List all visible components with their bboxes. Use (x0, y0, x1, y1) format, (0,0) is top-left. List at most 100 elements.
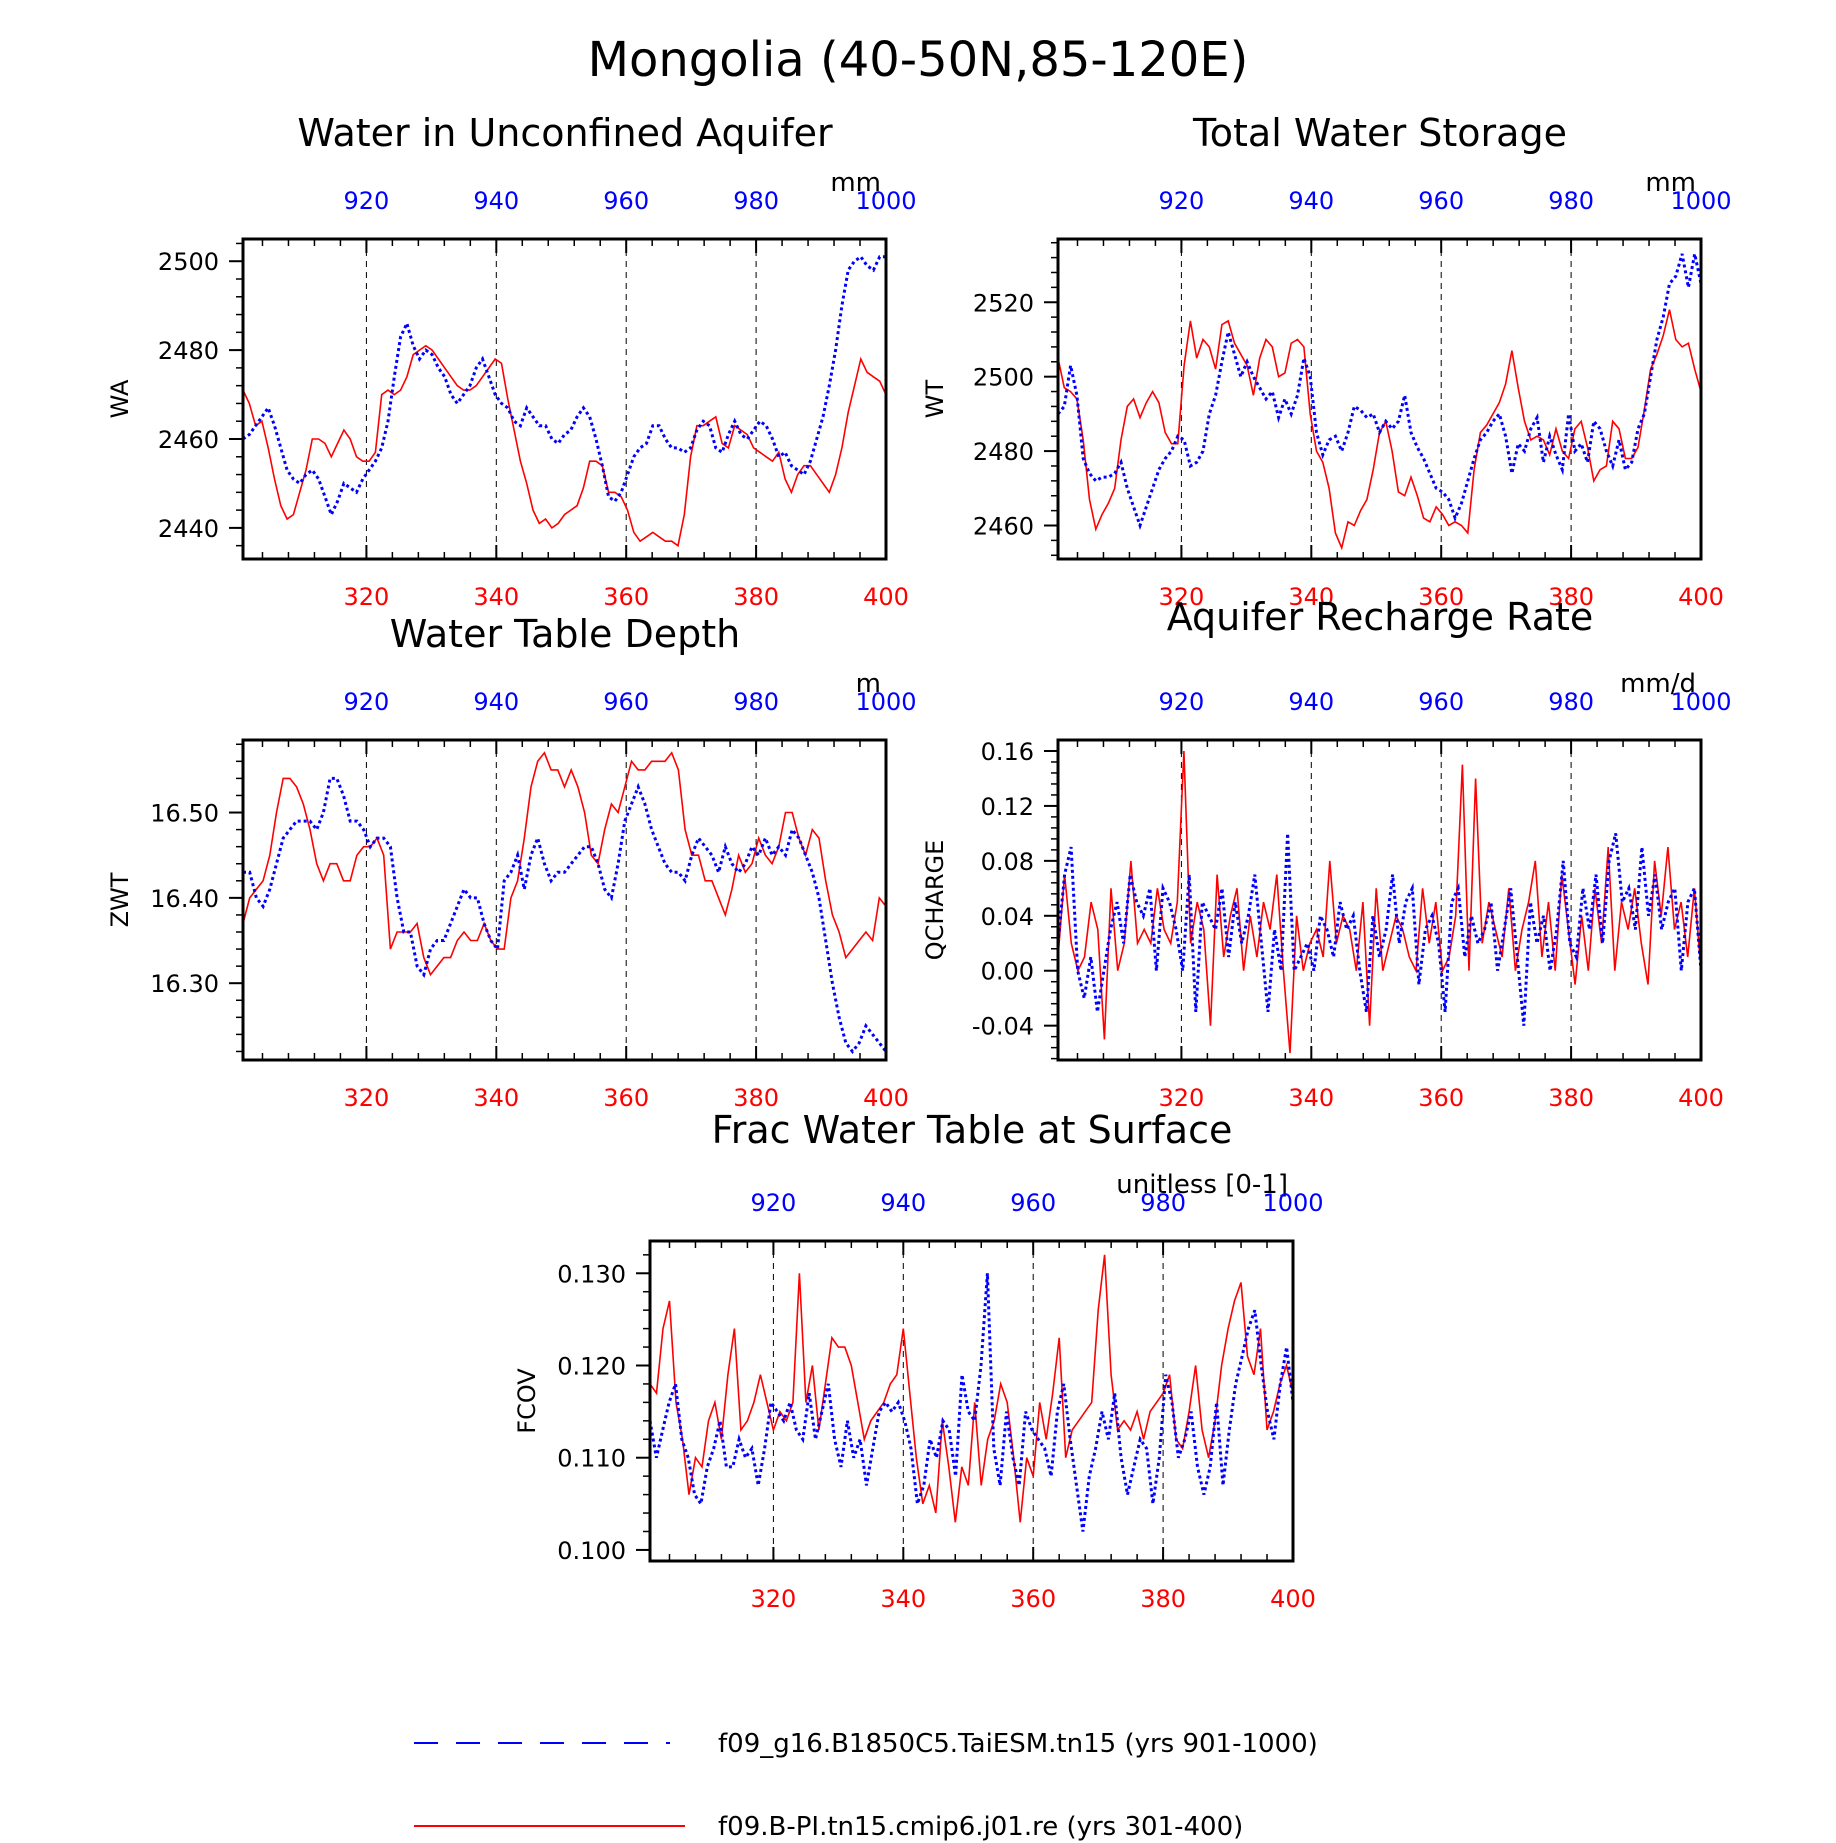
plot-frame (1056, 738, 1703, 1062)
x-tick-label-top: 940 (1288, 688, 1334, 716)
x-tick-label-top: 980 (1548, 187, 1594, 215)
series-line-blue (1056, 253, 1703, 531)
x-tick-label-bottom: 340 (473, 1084, 519, 1112)
y-tick-label: 16.30 (150, 970, 219, 998)
series-line-red (1057, 750, 1702, 1054)
y-axis-label: ZWT (106, 872, 134, 927)
x-tick-label-bottom: 320 (343, 1084, 389, 1112)
legend-label-blue: f09_g16.B1850C5.TaiESM.tn15 (yrs 901-100… (718, 1729, 1318, 1759)
series-line-blue (648, 1273, 1295, 1532)
x-tick-label-bottom: 400 (1678, 583, 1724, 611)
y-tick-label: 2460 (158, 426, 219, 454)
x-tick-label-bottom: 360 (1418, 583, 1464, 611)
x-tick-label-bottom: 320 (1158, 583, 1204, 611)
x-tick-label-top: 960 (1418, 187, 1464, 215)
x-tick-label-top: 920 (1158, 187, 1204, 215)
legend: f09_g16.B1850C5.TaiESM.tn15 (yrs 901-100… (414, 1729, 1318, 1842)
x-tick-label-top: 920 (750, 1189, 796, 1217)
x-tick-label-top: 920 (1158, 688, 1204, 716)
chart-panel-1: Water in Unconfined Aquifer mm WA 320 340 360… (106, 111, 917, 611)
panel-title: Total Water Storage (1192, 111, 1567, 155)
x-tick-label-top: 960 (1010, 1189, 1056, 1217)
chart-panel-5: Frac Water Table at Surface unitless [0-1… (513, 1108, 1324, 1613)
y-tick-label: 0.110 (557, 1445, 626, 1473)
x-tick-label-top: 1000 (1670, 187, 1731, 215)
x-tick-label-bottom: 360 (1010, 1585, 1056, 1613)
y-tick-label: 0.16 (981, 738, 1034, 766)
units-label: unitless [0-1] (1116, 1170, 1288, 1200)
x-tick-label-bottom: 400 (863, 1084, 909, 1112)
y-tick-label: 2520 (973, 289, 1034, 317)
y-axis-label: WT (921, 379, 949, 418)
y-tick-label: 0.130 (557, 1260, 626, 1288)
x-tick-label-top: 1000 (855, 688, 916, 716)
x-tick-label-bottom: 380 (733, 583, 779, 611)
x-tick-label-bottom: 360 (1418, 1084, 1464, 1112)
y-tick-label: 2500 (973, 364, 1034, 392)
y-tick-label: 16.40 (150, 885, 219, 913)
y-tick-label: 2460 (973, 513, 1034, 541)
y-tick-label: -0.04 (972, 1013, 1034, 1041)
y-axis-label: QCHARGE (921, 840, 949, 961)
x-tick-label-top: 980 (733, 187, 779, 215)
y-tick-label: 0.120 (557, 1352, 626, 1380)
x-tick-label-top: 960 (1418, 688, 1464, 716)
x-tick-label-top: 920 (343, 187, 389, 215)
chart-panel-3: Water Table Depth m ZWT 320 340 360 380 400 920 9… (106, 612, 917, 1112)
series-line-blue (1056, 833, 1703, 1026)
y-tick-label: 0.04 (981, 903, 1034, 931)
x-tick-label-top: 960 (603, 187, 649, 215)
x-tick-label-bottom: 380 (1548, 1084, 1594, 1112)
y-tick-label: 0.100 (557, 1537, 626, 1565)
x-tick-label-bottom: 380 (733, 1084, 779, 1112)
panel-title: Water in Unconfined Aquifer (297, 111, 833, 155)
legend-label-red: f09.B-PI.tn15.cmip6.j01.re (yrs 301-400) (718, 1812, 1243, 1842)
x-tick-label-top: 940 (473, 187, 519, 215)
plot-frame (241, 738, 888, 1062)
figure-title: Mongolia (40-50N,85-120E) (588, 32, 1249, 88)
x-tick-label-bottom: 340 (1288, 1084, 1334, 1112)
chart-panel-2: Total Water Storage mm WT 320 340 360 380 400 92… (921, 111, 1732, 611)
x-tick-label-top: 980 (1140, 1189, 1186, 1217)
x-tick-label-bottom: 340 (473, 583, 519, 611)
x-tick-label-top: 1000 (1670, 688, 1731, 716)
series-line-blue (242, 254, 886, 519)
units-label: mm (830, 168, 881, 198)
y-tick-label: 16.50 (150, 800, 219, 828)
x-tick-label-top: 920 (343, 688, 389, 716)
panel-title: Water Table Depth (390, 612, 741, 656)
y-tick-label: 0.12 (981, 793, 1034, 821)
y-tick-label: 2440 (158, 515, 219, 543)
x-tick-label-bottom: 360 (603, 583, 649, 611)
x-tick-label-bottom: 400 (1678, 1084, 1724, 1112)
series-line-red (649, 1254, 1294, 1523)
series-line-red (242, 344, 887, 548)
x-tick-label-bottom: 380 (1140, 1585, 1186, 1613)
units-label: mm/d (1620, 669, 1696, 699)
panel-title: Frac Water Table at Surface (712, 1108, 1233, 1152)
plot-frame (1056, 237, 1703, 561)
y-tick-label: 2500 (158, 248, 219, 276)
series-line-blue (243, 776, 888, 1054)
x-tick-label-bottom: 380 (1548, 583, 1594, 611)
x-tick-label-bottom: 400 (863, 583, 909, 611)
y-axis-label: FCOV (513, 1368, 541, 1434)
y-tick-label: 0.08 (981, 848, 1034, 876)
x-tick-label-bottom: 340 (880, 1585, 926, 1613)
panel-title: Aquifer Recharge Rate (1167, 595, 1594, 639)
x-tick-label-top: 940 (473, 688, 519, 716)
x-tick-label-bottom: 340 (1288, 583, 1334, 611)
y-tick-label: 2480 (158, 337, 219, 365)
x-tick-label-top: 940 (880, 1189, 926, 1217)
x-tick-label-top: 980 (733, 688, 779, 716)
y-tick-label: 2480 (973, 438, 1034, 466)
x-tick-label-bottom: 320 (1158, 1084, 1204, 1112)
x-tick-label-top: 980 (1548, 688, 1594, 716)
plot-frame (241, 237, 888, 561)
y-axis-label: WA (106, 379, 134, 418)
plot-frame (648, 1239, 1295, 1563)
x-tick-label-bottom: 320 (750, 1585, 796, 1613)
x-tick-label-top: 1000 (1262, 1189, 1323, 1217)
x-tick-label-top: 960 (603, 688, 649, 716)
